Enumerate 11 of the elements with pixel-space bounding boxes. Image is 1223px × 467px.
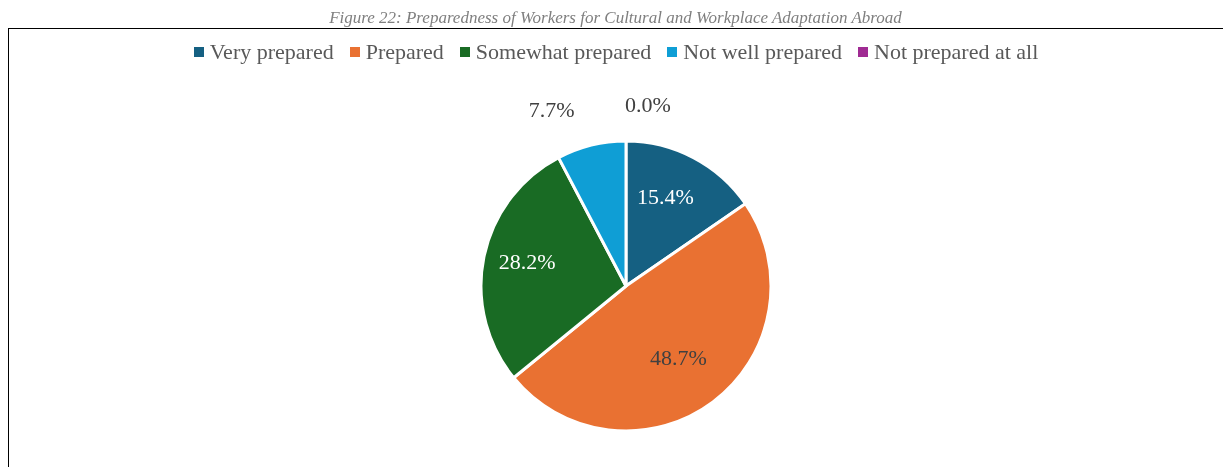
legend-label: Prepared: [365, 39, 444, 65]
legend-label: Not well prepared: [683, 39, 843, 65]
text: 0.0%: [625, 91, 671, 117]
data-label: 48.7%: [650, 345, 707, 371]
data-label: 28.2%: [498, 249, 556, 275]
data-label: 7.7%: [528, 96, 575, 122]
chart-title: Figure 22: Preparedness of Workers for Cultural and Workplace Adaptation Abroad: [328, 8, 903, 28]
data-label: 15.4%: [637, 183, 694, 209]
legend-label: Not prepared at all: [874, 39, 1039, 65]
legend-label: Somewhat prepared: [475, 39, 652, 65]
legend-label: Very prepared: [209, 39, 334, 65]
